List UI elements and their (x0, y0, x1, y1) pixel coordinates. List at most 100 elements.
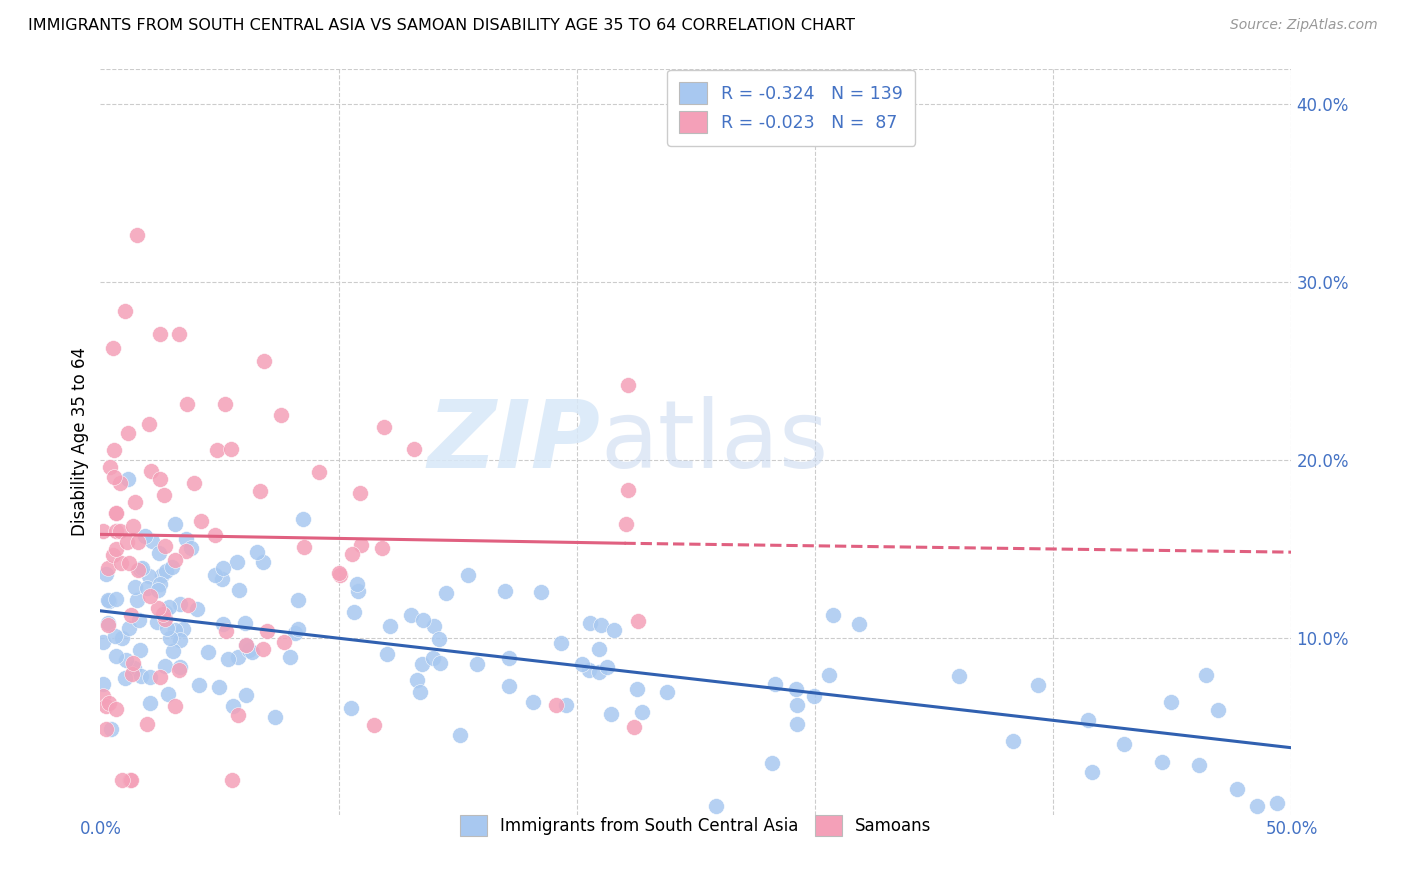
Point (1265, 796, 1288, 810)
Point (803, 689, 825, 703)
Point (588, 642, 610, 657)
Point (174, 533, 197, 547)
Point (96, 566, 118, 581)
Point (589, 617, 612, 632)
Point (235, 688, 257, 702)
Point (152, 487, 174, 501)
Point (138, 568, 160, 582)
Point (249, 484, 271, 499)
Point (423, 619, 446, 633)
Point (252, 555, 274, 569)
Point (434, 586, 457, 600)
Point (104, 542, 127, 557)
Point (169, 598, 191, 612)
Point (256, 624, 278, 638)
Point (136, 581, 159, 595)
Point (91, 634, 114, 648)
Point (226, 708, 249, 723)
Point (176, 397, 198, 411)
Point (264, 710, 287, 724)
Point (627, 614, 650, 628)
Point (117, 425, 139, 440)
Point (138, 589, 160, 603)
Point (349, 486, 371, 500)
Point (186, 602, 208, 616)
Point (128, 613, 150, 627)
Point (1226, 782, 1249, 797)
Point (631, 705, 654, 719)
Point (190, 514, 212, 528)
Point (467, 657, 489, 671)
Point (408, 685, 430, 699)
Point (346, 577, 368, 591)
Point (786, 716, 808, 731)
Legend: Immigrants from South Central Asia, Samoans: Immigrants from South Central Asia, Samo… (451, 806, 941, 845)
Point (97, 618, 120, 632)
Point (180, 541, 202, 555)
Point (1026, 678, 1049, 692)
Point (226, 650, 249, 665)
Point (105, 506, 128, 520)
Point (278, 650, 301, 665)
Point (284, 626, 307, 640)
Point (124, 580, 146, 594)
Point (1114, 738, 1136, 752)
Point (823, 607, 845, 622)
Point (172, 622, 194, 636)
Point (233, 615, 256, 630)
Text: atlas: atlas (600, 396, 830, 488)
Point (347, 584, 370, 599)
Point (270, 408, 292, 422)
Point (110, 475, 132, 490)
Point (91, 524, 114, 539)
Point (156, 621, 179, 635)
Point (125, 593, 148, 607)
Point (149, 472, 172, 486)
Point (163, 553, 186, 567)
Point (579, 616, 602, 631)
Point (411, 657, 433, 671)
Point (1195, 668, 1218, 682)
Point (242, 644, 264, 658)
Point (571, 657, 593, 671)
Point (273, 635, 295, 649)
Point (97, 560, 120, 574)
Point (215, 624, 238, 638)
Point (626, 681, 648, 696)
Point (246, 545, 269, 559)
Point (122, 518, 145, 533)
Point (221, 772, 243, 787)
Point (103, 443, 125, 458)
Point (177, 598, 200, 612)
Point (136, 717, 159, 731)
Point (165, 699, 187, 714)
Point (253, 354, 276, 368)
Point (588, 665, 610, 680)
Point (97, 592, 120, 607)
Point (129, 642, 152, 657)
Point (761, 756, 783, 770)
Point (214, 397, 236, 411)
Point (704, 799, 727, 814)
Point (127, 227, 149, 242)
Point (457, 568, 479, 582)
Point (110, 556, 132, 570)
Point (153, 539, 176, 553)
Point (124, 495, 146, 509)
Point (114, 303, 136, 318)
Point (183, 476, 205, 491)
Text: ZIP: ZIP (427, 396, 600, 488)
Point (169, 632, 191, 647)
Point (530, 585, 553, 599)
Point (163, 517, 186, 532)
Point (578, 663, 600, 677)
Point (118, 556, 141, 570)
Point (115, 653, 138, 667)
Point (544, 698, 567, 713)
Point (786, 698, 808, 713)
Point (655, 685, 678, 699)
Point (91, 677, 114, 691)
Point (187, 677, 209, 691)
Point (291, 512, 314, 526)
Point (328, 566, 350, 580)
